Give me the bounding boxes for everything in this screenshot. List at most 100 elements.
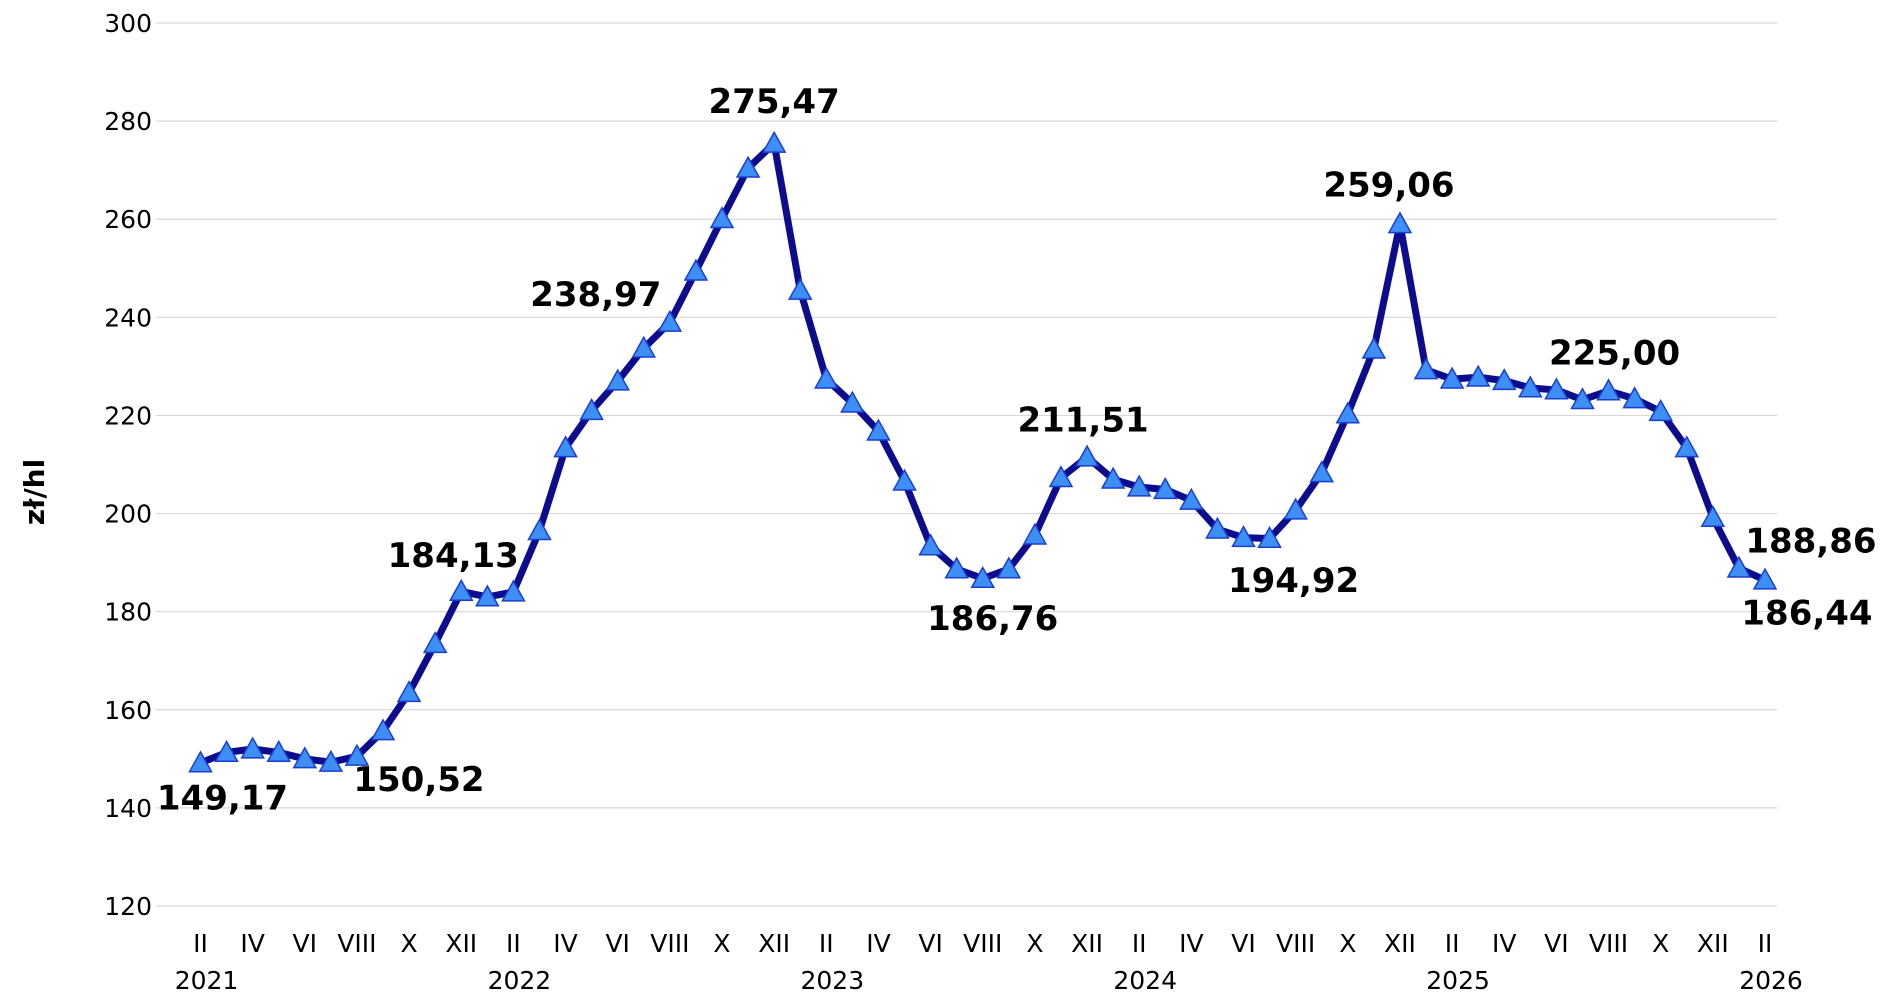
year-label: 2023 — [800, 966, 864, 995]
marker — [1700, 504, 1726, 528]
x-tick-label: XII — [758, 929, 790, 958]
marker — [1674, 435, 1700, 458]
marker — [709, 206, 735, 229]
x-tick-label: XII — [1697, 929, 1729, 958]
y-tick-label: 300 — [104, 9, 152, 38]
x-tick-label: IV — [1492, 929, 1516, 958]
x-tick-label: X — [1026, 929, 1043, 958]
x-tick-label: VI — [1544, 929, 1568, 958]
marker — [996, 556, 1022, 579]
marker — [240, 736, 265, 759]
x-tick-label: XII — [1384, 929, 1416, 958]
marker — [396, 680, 422, 703]
data-label: 150,52 — [353, 760, 484, 800]
x-tick-label: IV — [866, 929, 890, 958]
year-label: 2024 — [1113, 966, 1177, 995]
x-tick-label: VIII — [1589, 929, 1628, 958]
x-tick-label: X — [401, 929, 418, 958]
x-tick-label: VIII — [1276, 929, 1315, 958]
data-label: 186,44 — [1741, 594, 1872, 634]
y-tick-label: 280 — [104, 107, 152, 136]
x-tick-label: II — [506, 929, 521, 958]
marker — [1309, 460, 1334, 483]
data-label: 238,97 — [530, 275, 661, 315]
marker — [1205, 516, 1230, 539]
data-label: 184,13 — [388, 536, 519, 576]
marker — [1361, 336, 1387, 359]
x-tick-label: II — [1445, 929, 1460, 958]
marker — [761, 130, 787, 153]
marker — [1518, 375, 1543, 398]
data-label: 259,06 — [1323, 165, 1454, 205]
x-tick-label: II — [193, 929, 208, 958]
marker — [579, 397, 604, 421]
marker — [1413, 357, 1439, 380]
marker — [1048, 465, 1074, 488]
marker — [422, 631, 448, 654]
x-tick-label: VI — [605, 929, 629, 958]
marker — [1153, 476, 1178, 500]
marker — [866, 418, 891, 441]
marker — [814, 366, 839, 389]
marker — [1465, 364, 1491, 387]
marker — [1231, 525, 1256, 548]
x-tick-label: II — [819, 929, 834, 958]
data-label: 194,92 — [1228, 561, 1359, 601]
x-tick-label: XII — [1071, 929, 1103, 958]
year-label: 2025 — [1426, 966, 1490, 995]
marker — [787, 277, 813, 300]
y-tick-label: 140 — [104, 794, 152, 823]
marker — [840, 390, 865, 413]
marker — [1387, 211, 1413, 234]
x-tick-label: IV — [553, 929, 577, 958]
y-tick-label: 260 — [104, 205, 152, 234]
marker — [657, 309, 683, 332]
marker — [1074, 444, 1100, 467]
year-label: 2021 — [175, 966, 239, 995]
marker — [318, 749, 344, 772]
x-tick-label: VI — [1231, 929, 1255, 958]
year-label: 2022 — [488, 966, 552, 995]
marker — [1726, 555, 1752, 578]
marker — [1335, 401, 1361, 424]
marker — [918, 533, 943, 556]
marker — [605, 368, 630, 391]
x-tick-label: XII — [445, 929, 477, 958]
data-label: 225,00 — [1549, 333, 1680, 373]
marker — [683, 258, 709, 281]
marker — [735, 155, 761, 178]
x-tick-label: IV — [240, 929, 264, 958]
y-tick-label: 120 — [104, 892, 152, 921]
marker — [1283, 497, 1308, 520]
x-tick-label: X — [713, 929, 730, 958]
x-tick-label: X — [1339, 929, 1356, 958]
x-tick-label: IV — [1179, 929, 1203, 958]
marker — [1622, 386, 1647, 409]
marker — [631, 335, 657, 358]
x-tick-label: VIII — [963, 929, 1002, 958]
marker — [1022, 522, 1048, 545]
y-axis-label: zł/hl — [18, 459, 51, 525]
x-tick-label: II — [1132, 929, 1147, 958]
marker — [1648, 398, 1673, 422]
marker — [188, 750, 213, 773]
marker — [1100, 466, 1126, 489]
marker — [1257, 525, 1282, 549]
marker — [892, 468, 917, 491]
marker — [553, 435, 578, 458]
x-tick-label: VI — [918, 929, 942, 958]
marker — [501, 579, 526, 602]
marker — [970, 565, 996, 589]
data-label: 275,47 — [709, 82, 840, 122]
marker — [475, 584, 500, 607]
marker — [1491, 368, 1517, 391]
marker — [1126, 474, 1152, 497]
marker — [1439, 366, 1465, 389]
marker — [1570, 387, 1595, 410]
marker — [527, 518, 552, 541]
data-label: 186,76 — [927, 599, 1058, 639]
y-tick-label: 240 — [104, 303, 152, 332]
x-tick-label: VIII — [337, 929, 376, 958]
marker — [292, 746, 318, 769]
